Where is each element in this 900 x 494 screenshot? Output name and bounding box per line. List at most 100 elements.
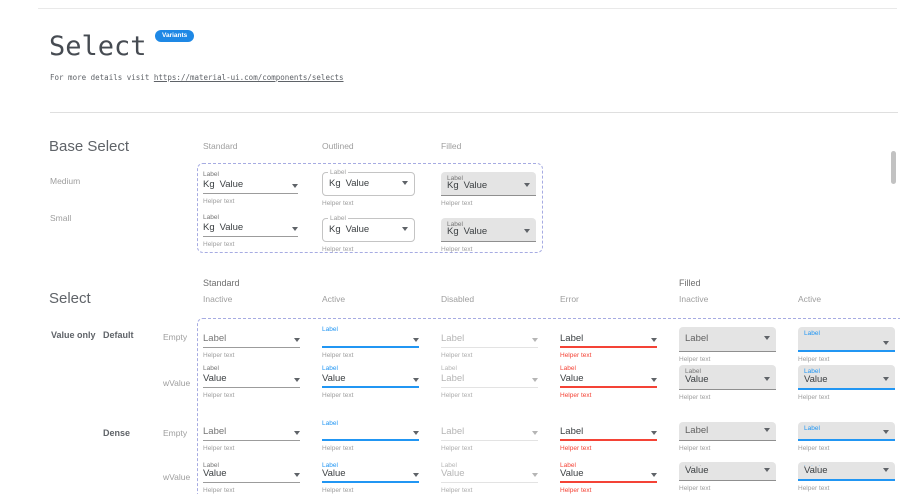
value-text: Value	[219, 221, 244, 233]
select-standard-disabled-default-wvalue-trigger[interactable]: Label	[441, 373, 538, 388]
variants-badge: Variants	[155, 30, 195, 42]
input-adornment: Kg	[329, 223, 341, 235]
value-text: Value	[463, 225, 488, 237]
floating-label: Label	[441, 462, 457, 469]
select-filled-inactive-dense-empty-trigger[interactable]: Label	[679, 422, 776, 441]
scrollbar-thumb[interactable]	[891, 151, 896, 184]
select-filled-active-dense-empty-trigger[interactable]: Label	[798, 422, 895, 441]
floating-label: Label	[322, 326, 338, 333]
state-header-filled-active: Active	[798, 294, 822, 304]
dropdown-arrow-icon	[883, 376, 889, 381]
select-filled-inactive-default-empty-trigger[interactable]: Label	[679, 327, 776, 352]
dropdown-arrow-icon	[651, 431, 657, 435]
dropdown-arrow-icon	[292, 184, 298, 188]
select-standard-error-dense-wvalue-trigger[interactable]: Value	[560, 468, 657, 483]
floating-label: Label	[203, 462, 219, 469]
floating-label: Label	[804, 465, 889, 466]
base-select-frame	[197, 163, 543, 253]
select-filled-active-default-wvalue-trigger[interactable]: Label Value	[798, 365, 895, 390]
value-text: Value	[463, 179, 488, 191]
select-standard-inactive-default-empty: Label Helper text	[203, 325, 300, 359]
value-text: Value	[345, 177, 370, 189]
select-filled-active-default-empty-trigger[interactable]: Label	[798, 327, 895, 352]
helper-text: Helper text	[798, 356, 830, 363]
select-heading: Select	[49, 290, 91, 307]
select-standard-inactive-dense-wvalue: Label Value Helper text	[203, 462, 300, 494]
select-base-filled-small-trigger[interactable]: Label Kg Value	[441, 218, 536, 242]
select-standard-inactive-dense-wvalue-trigger[interactable]: Value	[203, 467, 300, 483]
select-standard-error-default-wvalue-trigger[interactable]: Value	[560, 373, 657, 388]
select-filled-inactive-default-wvalue-trigger[interactable]: Label Value	[679, 365, 776, 390]
dropdown-arrow-icon	[292, 227, 298, 231]
helper-text: Helper text	[798, 485, 830, 492]
select-base-standard-small-trigger[interactable]: Kg Value	[203, 222, 298, 237]
row-label-default-wvalue: wValue	[163, 378, 191, 388]
helper-text: Helper text	[560, 445, 592, 452]
select-standard-inactive-default-wvalue-trigger[interactable]: Value	[203, 373, 300, 388]
material-ui-link[interactable]: https://material-ui.com/components/selec…	[153, 73, 344, 82]
select-value-text: Label	[441, 332, 465, 344]
select-value-text: Label	[560, 425, 584, 437]
dropdown-arrow-icon	[524, 228, 530, 233]
select-standard-active-dense-wvalue-trigger[interactable]: Value	[322, 468, 419, 483]
select-value-text: Value	[322, 372, 346, 384]
dropdown-arrow-icon	[532, 431, 538, 435]
floating-label: Label	[685, 465, 770, 466]
select-value-text: Value	[203, 372, 227, 384]
select-base-filled-medium-trigger[interactable]: Label Kg Value	[441, 172, 536, 196]
select-standard-disabled-default-empty-trigger[interactable]: Label	[441, 332, 538, 348]
select-standard-error-dense-empty: Label Helper text	[560, 420, 657, 452]
select-standard-error-dense-empty-trigger[interactable]: Label	[560, 425, 657, 441]
select-standard-inactive-dense-empty-trigger[interactable]: Label	[203, 426, 300, 441]
select-value-text: Label	[441, 372, 465, 384]
select-base-standard-medium-trigger[interactable]: Kg Value	[203, 179, 298, 194]
select-filled-active-dense-empty: Label Helper text	[798, 422, 895, 452]
row-group-dense: Dense	[103, 428, 131, 438]
select-filled-inactive-default-empty: Label Helper text	[679, 327, 776, 363]
select-standard-error-default-empty-trigger[interactable]: Label	[560, 333, 657, 348]
input-adornment: Kg	[203, 221, 215, 233]
input-adornment: Kg	[203, 178, 215, 190]
dropdown-arrow-icon	[764, 467, 770, 472]
helper-text: Helper text	[441, 487, 473, 494]
dropdown-arrow-icon	[764, 376, 770, 381]
dropdown-arrow-icon	[294, 338, 300, 342]
select-value-text: Value	[203, 467, 227, 479]
helper-text: Helper text	[560, 352, 592, 359]
select-value-text: Value	[804, 373, 828, 385]
dropdown-arrow-icon	[402, 181, 408, 185]
select-standard-inactive-default-wvalue: Label Value Helper text	[203, 364, 300, 399]
select-base-filled-small: Label Kg Value Helper text	[441, 218, 536, 253]
column-header-filled: Filled	[441, 141, 462, 151]
helper-text: Helper text	[322, 445, 354, 452]
group-header-standard: Standard	[203, 278, 240, 288]
select-value-text: Kg Value	[329, 177, 370, 189]
select-standard-active-default-wvalue-trigger[interactable]: Value	[322, 373, 419, 388]
row-group-default: Default	[103, 330, 134, 340]
select-standard-active-default-empty: Label Helper text	[322, 325, 419, 359]
helper-text: Helper text	[560, 392, 592, 399]
select-standard-disabled-dense-wvalue-trigger[interactable]: Value	[441, 468, 538, 483]
select-standard-inactive-default-empty-trigger[interactable]: Label	[203, 333, 300, 348]
select-standard-active-dense-empty-trigger[interactable]	[322, 428, 419, 441]
select-standard-disabled-dense-empty-trigger[interactable]: Label	[441, 425, 538, 441]
dropdown-arrow-icon	[413, 378, 419, 382]
select-value-text: Label	[441, 425, 465, 437]
select-base-outlined-small-trigger[interactable]: Label Kg Value	[322, 215, 415, 242]
helper-text: Helper text	[322, 392, 354, 399]
state-header-filled-inactive: Inactive	[679, 294, 709, 304]
select-standard-active-default-empty-trigger[interactable]	[322, 334, 419, 348]
row-label-medium: Medium	[50, 176, 81, 186]
select-value-text: Kg Value	[329, 223, 369, 235]
select-filled-inactive-dense-empty: Label Helper text	[679, 422, 776, 452]
select-standard-error-default-empty: Label Helper text	[560, 325, 657, 359]
input-adornment: Kg	[447, 179, 459, 191]
select-value-text: Kg Value	[203, 178, 243, 190]
select-value-text: Label	[685, 332, 709, 344]
page-title: Select	[49, 31, 147, 62]
select-base-outlined-medium-trigger[interactable]: Label Kg Value	[322, 169, 415, 196]
select-base-standard-small: Label Kg Value Helper text	[203, 213, 298, 248]
